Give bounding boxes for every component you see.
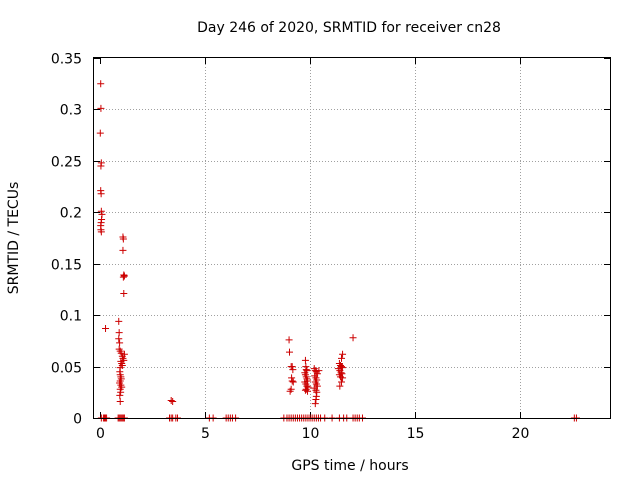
data-point-marker xyxy=(285,348,293,356)
data-point-marker xyxy=(339,350,347,358)
data-point-marker xyxy=(304,387,312,395)
data-point-marker xyxy=(288,363,296,371)
data-point-marker xyxy=(339,374,347,382)
data-point-marker xyxy=(311,400,319,408)
data-point-marker xyxy=(286,387,294,395)
data-point-marker xyxy=(288,377,296,385)
data-point-marker xyxy=(97,162,105,170)
data-point-marker xyxy=(349,334,357,342)
data-point-marker xyxy=(312,395,320,403)
data-point-marker xyxy=(301,356,309,364)
plot-frame xyxy=(93,57,611,419)
data-point-marker xyxy=(115,335,123,343)
y-tick-label: 0.2 xyxy=(60,206,82,222)
data-point-marker xyxy=(97,190,105,198)
data-point-marker xyxy=(285,336,293,344)
data-point-marker xyxy=(336,382,344,390)
y-tick-label: 0.1 xyxy=(60,309,82,325)
data-point-marker xyxy=(338,378,346,386)
data-point-marker xyxy=(97,228,105,236)
data-point-marker xyxy=(102,325,110,333)
gridlines xyxy=(94,58,610,418)
data-point-marker xyxy=(289,378,297,386)
data-point-marker xyxy=(338,354,346,362)
data-point-marker xyxy=(303,382,311,390)
data-point-marker xyxy=(115,317,123,325)
x-tick-label: 5 xyxy=(201,426,210,442)
data-point-marker xyxy=(96,129,104,137)
data-point-marker xyxy=(119,235,127,243)
data-point-marker xyxy=(116,339,124,347)
data-point-marker xyxy=(117,349,125,357)
data-point-marker xyxy=(120,350,128,358)
data-point-marker xyxy=(97,80,105,88)
data-point-marker xyxy=(115,329,123,337)
chart-title: Day 246 of 2020, SRMTID for receiver cn2… xyxy=(197,20,501,36)
y-tick-label: 0.25 xyxy=(51,155,82,171)
data-point-marker xyxy=(167,397,175,405)
data-point-marker xyxy=(120,290,128,298)
data-point-marker xyxy=(315,367,323,375)
data-point-marker xyxy=(119,273,127,281)
y-tick-label: 0.05 xyxy=(51,361,82,377)
x-axis-label: GPS time / hours xyxy=(291,458,408,474)
data-point-marker xyxy=(116,398,124,406)
y-tick-label: 0.15 xyxy=(51,258,82,274)
data-point-marker xyxy=(97,104,105,112)
data-point-marker xyxy=(119,246,127,254)
axis-tick-labels: 0 5 10 15 20 0 0.05 0.1 0.15 0.2 0.25 0.3 0.35 xyxy=(51,52,530,443)
x-tick-label: 15 xyxy=(407,426,425,442)
x-tick-label: 20 xyxy=(512,426,530,442)
data-point-marker xyxy=(302,366,310,374)
y-tick-label: 0.35 xyxy=(51,52,82,68)
data-point-marker xyxy=(97,207,105,215)
data-point-marker xyxy=(289,366,297,374)
y-axis-label: SRMTID / TECUs xyxy=(6,182,22,295)
x-tick-label: 10 xyxy=(302,426,320,442)
x-tick-label: 0 xyxy=(96,426,105,442)
data-point-marker xyxy=(117,388,125,396)
y-tick-label: 0.3 xyxy=(60,103,82,119)
data-point-marker xyxy=(288,374,296,382)
data-point-marker xyxy=(169,398,177,406)
data-point-marker xyxy=(120,272,128,280)
y-tick-label: 0 xyxy=(73,412,82,428)
data-point-marker xyxy=(116,391,124,399)
